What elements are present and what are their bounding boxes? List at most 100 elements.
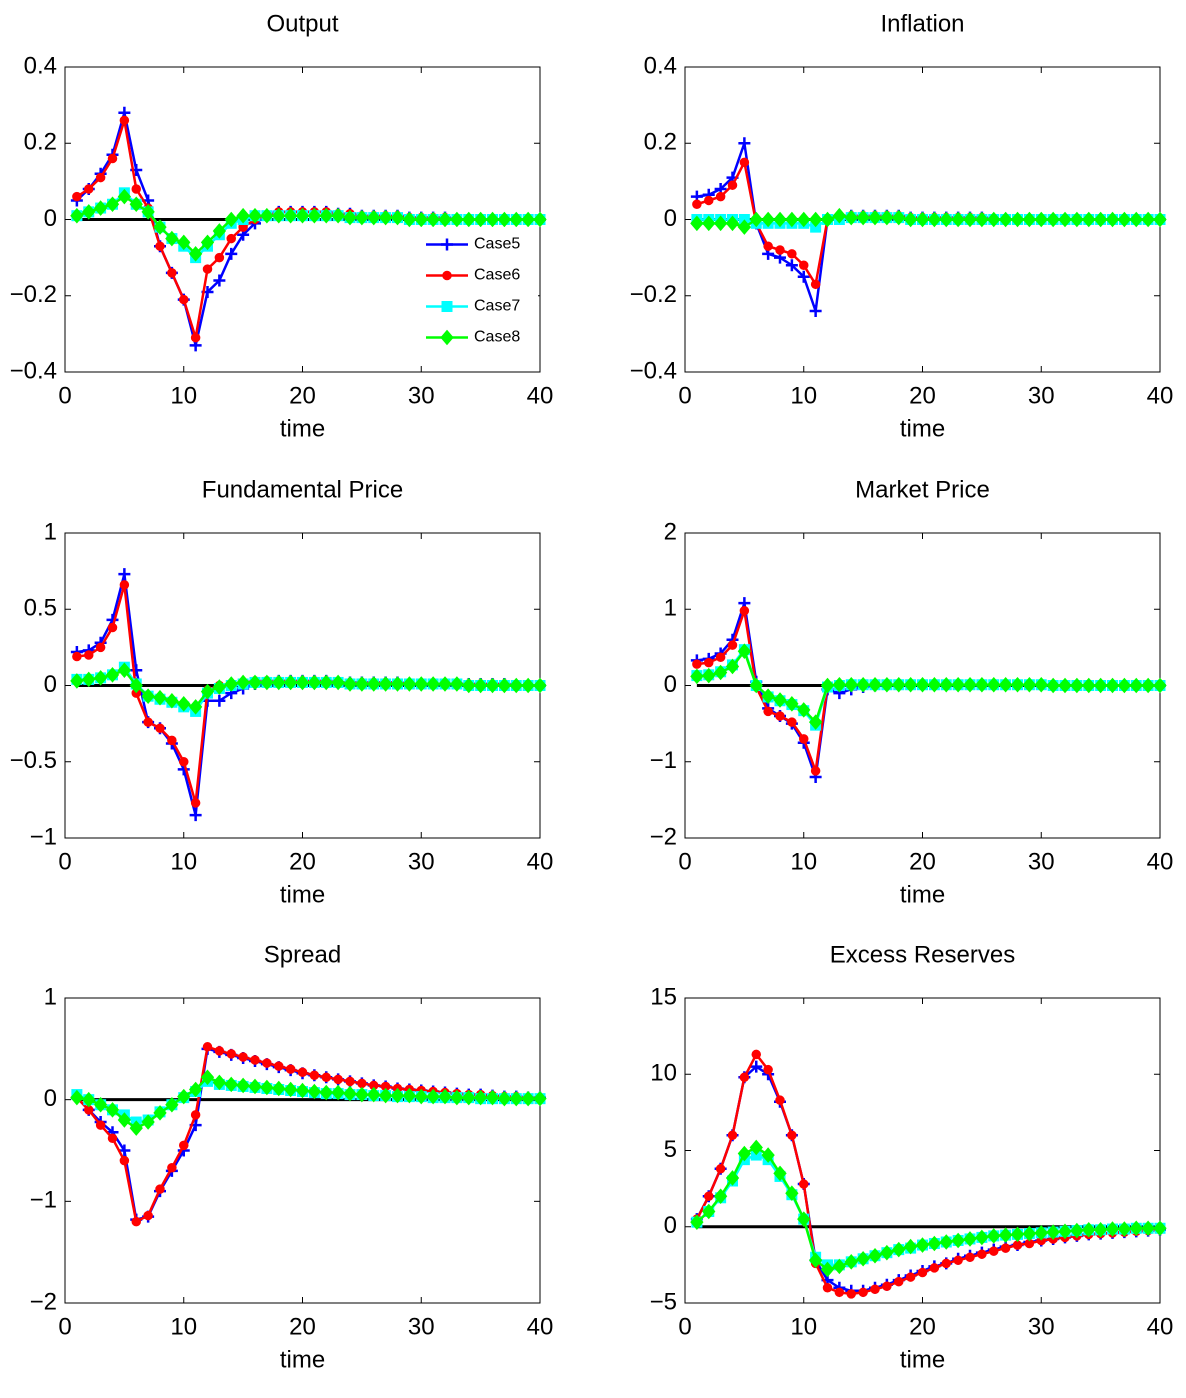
marker [357, 1078, 367, 1089]
marker [295, 674, 310, 691]
y-tick-label: −0.5 [10, 747, 57, 774]
marker [903, 676, 918, 693]
marker [105, 667, 120, 683]
marker [117, 188, 132, 205]
marker [858, 1287, 868, 1298]
marker [715, 1164, 726, 1174]
marker [702, 1203, 716, 1220]
marker [1129, 677, 1143, 694]
marker [917, 1267, 928, 1278]
axes-box [64, 997, 541, 1304]
marker [1141, 211, 1155, 228]
marker [226, 233, 236, 244]
marker [953, 1255, 963, 1266]
marker [355, 1086, 369, 1103]
marker [70, 1089, 84, 1106]
x-tick-label: 30 [408, 382, 435, 409]
marker [975, 676, 989, 693]
marker [939, 1234, 953, 1250]
chart-title: Fundamental Price [202, 476, 403, 503]
marker [131, 1216, 141, 1227]
marker [343, 676, 357, 692]
marker [868, 676, 882, 693]
marker [485, 211, 500, 228]
marker [856, 209, 870, 226]
marker [319, 207, 333, 224]
marker [165, 230, 179, 247]
marker [143, 1210, 153, 1221]
y-tick-label: 0 [44, 1085, 57, 1112]
legend-label: Case8 [474, 329, 520, 346]
marker [283, 207, 298, 224]
marker [283, 1081, 298, 1098]
marker [450, 211, 464, 228]
marker [129, 677, 143, 694]
x-axis-label: time [280, 1346, 325, 1373]
marker [473, 677, 488, 694]
marker [260, 674, 274, 691]
marker [868, 209, 882, 226]
marker [272, 1080, 286, 1097]
marker [810, 279, 821, 290]
x-tick-label: 0 [678, 1313, 691, 1340]
x-axis-label: time [900, 881, 945, 908]
marker [509, 1090, 523, 1107]
marker [226, 1049, 236, 1059]
marker [1153, 1220, 1167, 1237]
marker [927, 1235, 942, 1252]
y-tick-label: −0.4 [10, 357, 57, 384]
marker [787, 1130, 797, 1140]
x-tick-label: 0 [678, 382, 691, 409]
chart-title: Spread [264, 941, 341, 968]
marker [426, 676, 440, 692]
marker [202, 1042, 213, 1052]
chart-panel: Fundamental Price time 0 10 20 30 40 −1 −0.5 0 0.5… [10, 476, 554, 908]
marker [832, 1258, 847, 1275]
marker [72, 191, 82, 202]
marker [462, 211, 476, 228]
marker [773, 211, 787, 228]
marker [262, 1058, 272, 1068]
y-tick-label: 0 [44, 205, 57, 232]
marker [367, 1086, 381, 1103]
marker [190, 332, 201, 343]
marker [1093, 677, 1108, 694]
marker [773, 1165, 787, 1182]
marker [213, 694, 226, 707]
marker [450, 1089, 464, 1106]
marker [155, 241, 165, 251]
marker [331, 674, 345, 691]
marker [141, 204, 155, 220]
marker [832, 676, 847, 693]
marker [808, 1252, 823, 1269]
y-tick-label: 1 [664, 595, 677, 622]
marker [250, 1055, 260, 1065]
marker [93, 1096, 108, 1113]
marker [856, 676, 870, 693]
chart-panel: Inflation time 0 10 20 30 40 −0.4 −0.2 0 0.2 0.4 [630, 10, 1174, 442]
marker [797, 1211, 811, 1227]
marker [844, 1254, 858, 1270]
marker [236, 674, 250, 691]
marker [882, 1281, 892, 1291]
y-tick-label: 15 [650, 983, 677, 1010]
marker [690, 668, 704, 685]
x-tick-label: 10 [170, 382, 197, 409]
y-tick-label: −0.2 [630, 281, 677, 308]
marker [179, 294, 189, 305]
marker [1046, 211, 1060, 228]
x-tick-label: 0 [58, 1313, 71, 1340]
marker [963, 676, 977, 693]
marker [1082, 211, 1096, 228]
y-tick-label: 10 [650, 1060, 677, 1087]
marker [165, 1096, 179, 1113]
marker [319, 674, 333, 691]
marker [915, 676, 930, 693]
marker [787, 249, 797, 259]
marker [785, 211, 799, 228]
marker [713, 1188, 728, 1205]
marker [727, 180, 738, 190]
x-tick-label: 20 [289, 1313, 316, 1340]
marker [129, 196, 143, 213]
marker [797, 702, 811, 718]
